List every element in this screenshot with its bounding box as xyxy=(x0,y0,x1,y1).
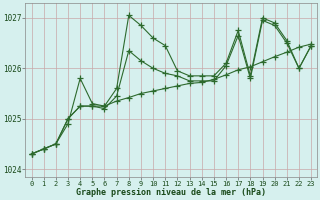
X-axis label: Graphe pression niveau de la mer (hPa): Graphe pression niveau de la mer (hPa) xyxy=(76,188,266,197)
